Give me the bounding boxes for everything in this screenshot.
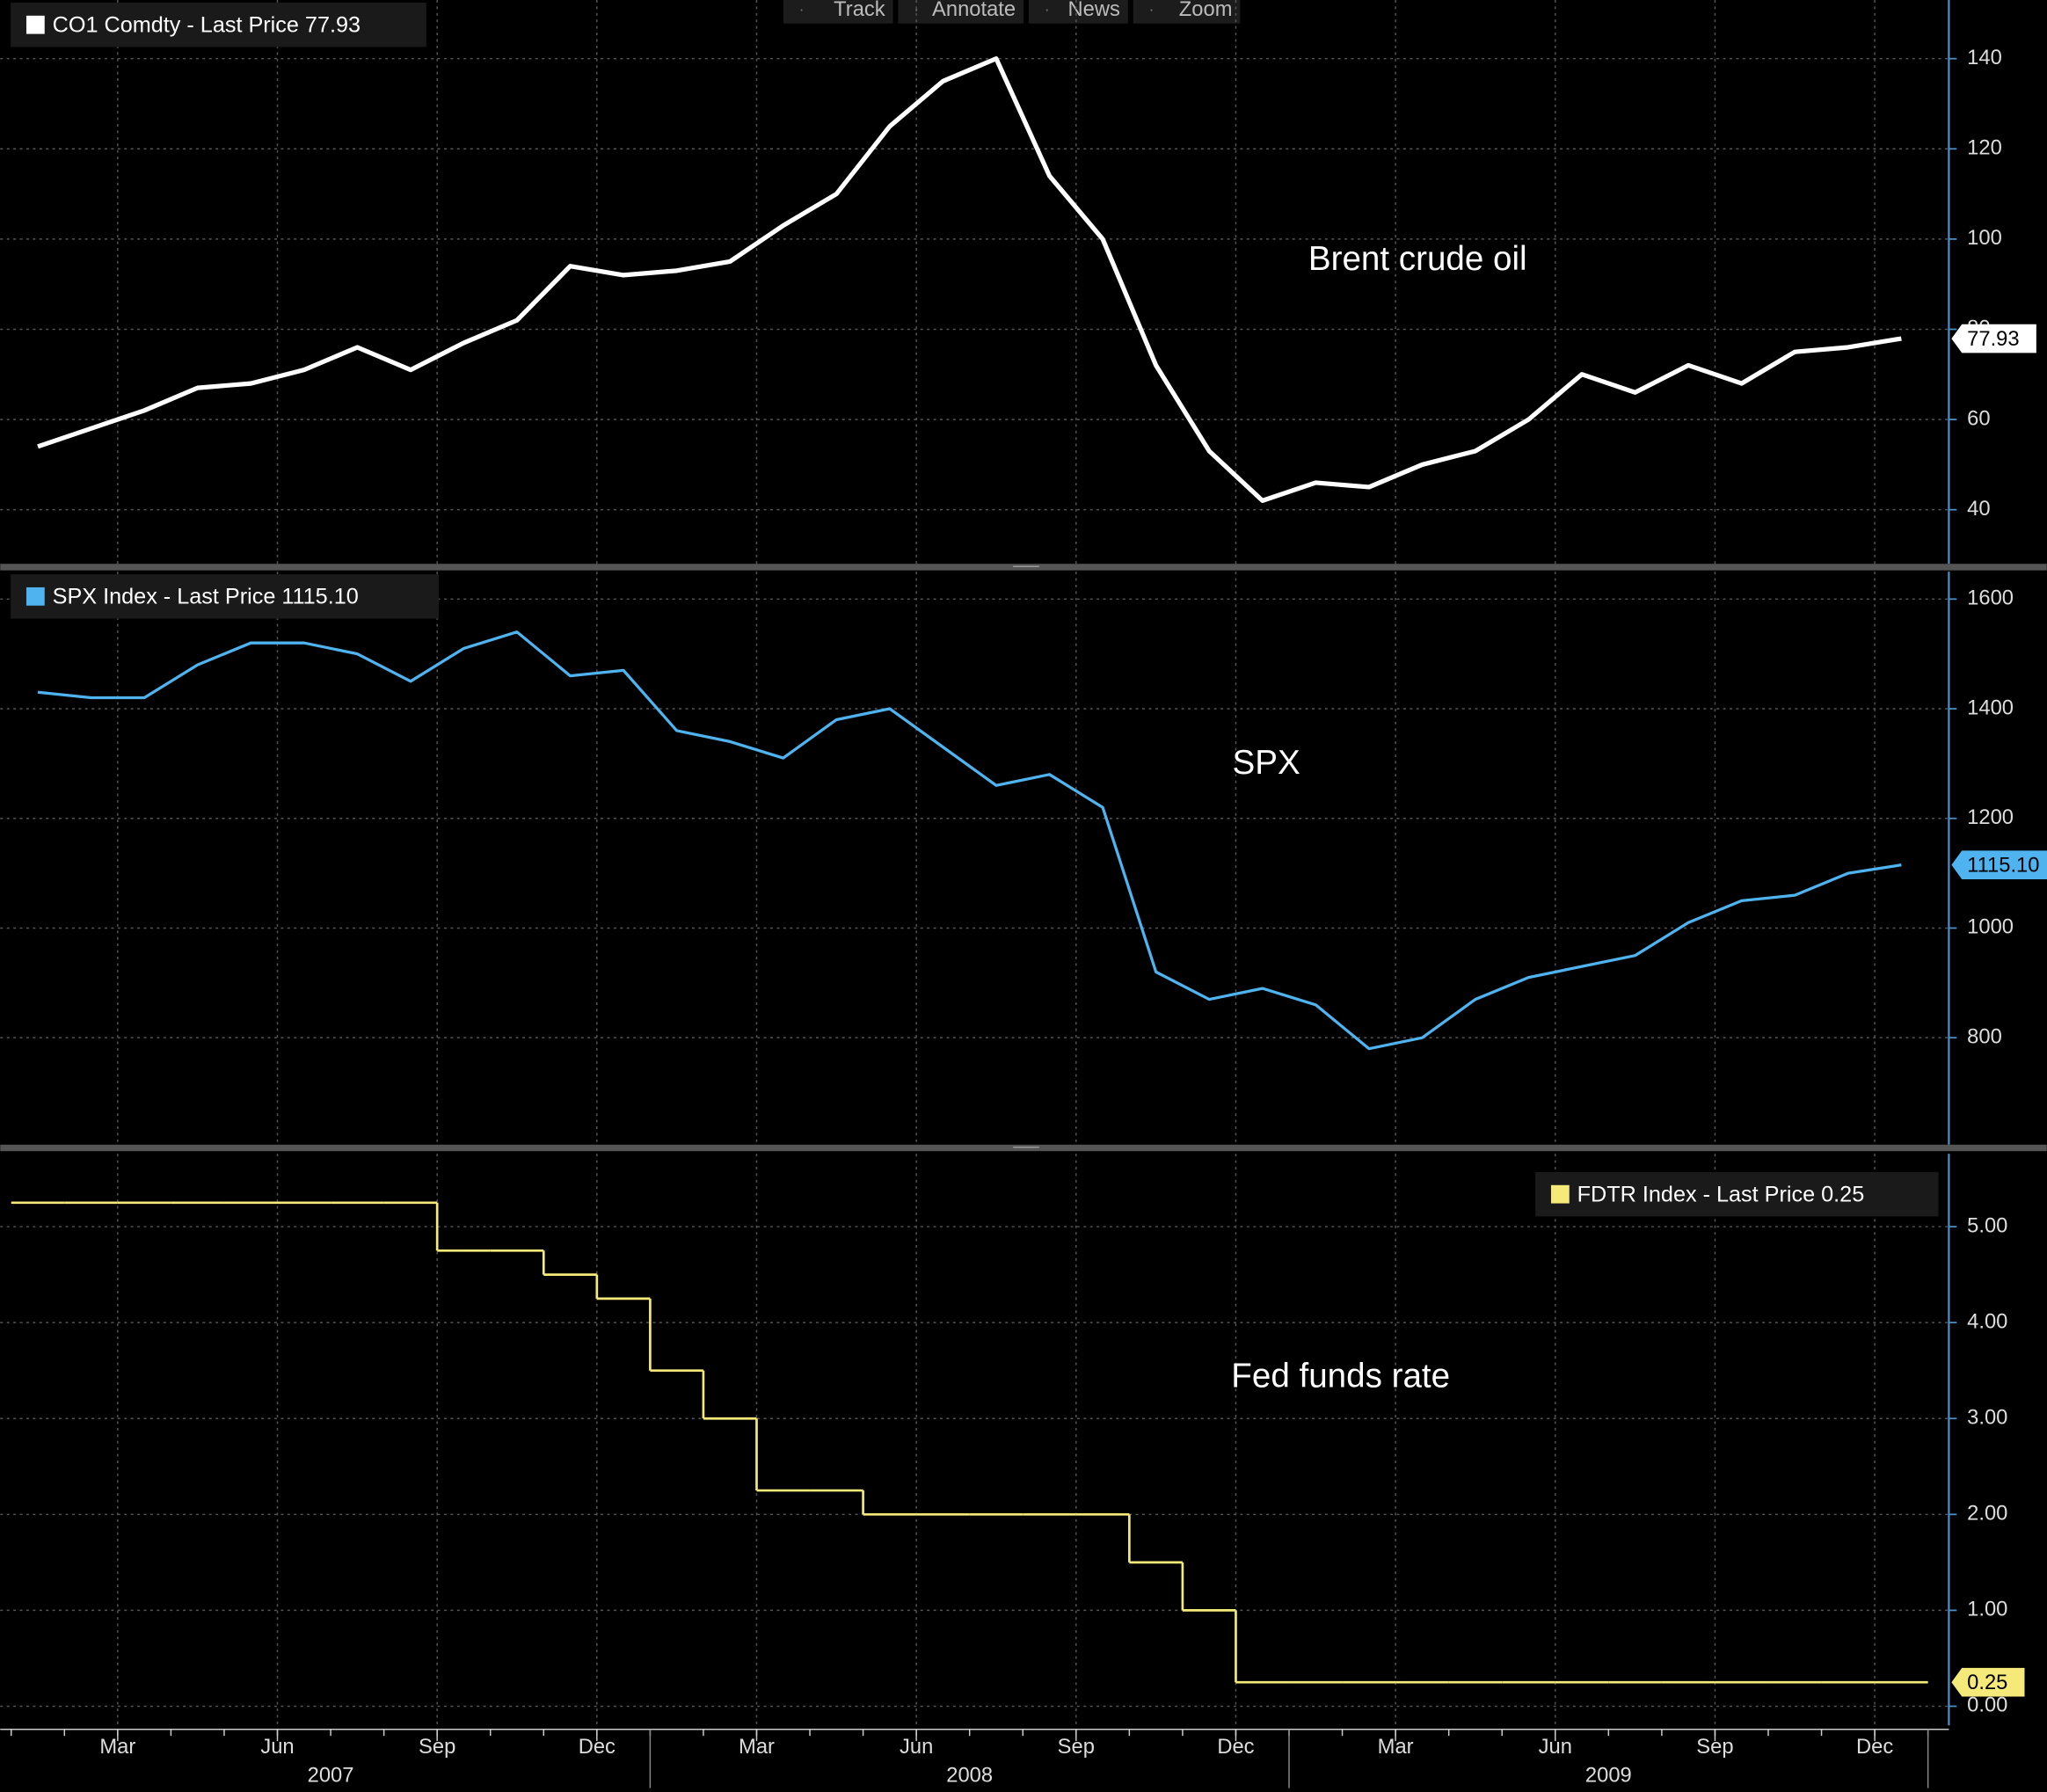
toolbar-label[interactable]: Zoom	[1179, 0, 1233, 21]
legend-box	[11, 574, 440, 619]
toolbar-button[interactable]	[1028, 0, 1128, 24]
y-tick-label: 5.00	[1967, 1214, 2007, 1237]
legend-swatch	[25, 586, 45, 606]
legend-swatch	[1550, 1184, 1570, 1204]
last-price-tag	[1951, 850, 2047, 880]
x-tick-label: Mar	[1378, 1736, 1414, 1759]
last-price-label: 77.93	[1967, 328, 2019, 351]
y-tick-label: 120	[1967, 137, 2002, 160]
x-tick-label: Mar	[739, 1736, 775, 1759]
toolbar-icon: ·	[1148, 1, 1154, 18]
y-tick-label: 60	[1967, 407, 1990, 430]
x-tick-label: Mar	[99, 1736, 135, 1759]
y-tick-label: 1400	[1967, 696, 2014, 719]
year-label: 2007	[308, 1764, 354, 1787]
price-line	[37, 630, 1902, 1051]
x-tick-label: Dec	[579, 1736, 616, 1759]
last-price-tag	[1951, 324, 2036, 353]
x-tick-label: Dec	[1217, 1736, 1254, 1759]
year-label: 2009	[1585, 1764, 1632, 1787]
toolbar-button[interactable]	[783, 0, 893, 24]
last-price-tag	[1951, 1667, 2025, 1697]
legend-box	[1535, 1171, 1939, 1217]
toolbar-label[interactable]: Track	[834, 0, 885, 21]
toolbar-button[interactable]	[1133, 0, 1241, 24]
x-tick-label: Jun	[260, 1736, 294, 1759]
toolbar-icon: ·	[914, 1, 919, 18]
toolbar-label[interactable]: Annotate	[932, 0, 1016, 21]
x-tick-label: Jun	[1539, 1736, 1572, 1759]
legend-swatch	[25, 15, 45, 34]
y-tick-label: 40	[1967, 498, 1990, 521]
y-tick-label: 100	[1967, 227, 2002, 250]
toolbar-button[interactable]	[898, 0, 1024, 24]
last-price-label: 1115.10	[1967, 854, 2039, 877]
last-price-label: 0.25	[1967, 1672, 2007, 1694]
toolbar-icon: ·	[799, 1, 805, 18]
annotation: SPX	[1232, 744, 1300, 782]
y-tick-label: 800	[1967, 1025, 2002, 1048]
annotation: Fed funds rate	[1231, 1358, 1450, 1395]
y-tick-label: 2.00	[1967, 1503, 2007, 1526]
y-tick-label: 1600	[1967, 587, 2014, 610]
legend-box	[11, 2, 426, 47]
y-tick-label: 4.00	[1967, 1310, 2007, 1333]
y-tick-label: 1000	[1967, 916, 2014, 939]
y-tick-label: 1.00	[1967, 1599, 2007, 1621]
x-tick-label: Sep	[1696, 1736, 1733, 1759]
x-tick-label: Sep	[419, 1736, 455, 1759]
y-tick-label: 140	[1967, 47, 2002, 69]
x-tick-label: Jun	[900, 1736, 933, 1759]
x-tick-label: Sep	[1058, 1736, 1095, 1759]
year-label: 2008	[946, 1764, 993, 1787]
y-tick-label: 0.00	[1967, 1694, 2007, 1717]
y-tick-label: 3.00	[1967, 1406, 2007, 1429]
legend-label: SPX Index - Last Price 1115.10	[53, 584, 359, 608]
legend-label: CO1 Comdty - Last Price 77.93	[53, 12, 361, 37]
toolbar-icon: ·	[1045, 1, 1050, 18]
annotation: Brent crude oil	[1308, 240, 1527, 278]
x-tick-label: Dec	[1856, 1736, 1893, 1759]
price-line	[37, 56, 1902, 503]
y-tick-label: 1200	[1967, 806, 2014, 829]
toolbar-label[interactable]: News	[1067, 0, 1119, 21]
legend-label: FDTR Index - Last Price 0.25	[1577, 1182, 1865, 1206]
